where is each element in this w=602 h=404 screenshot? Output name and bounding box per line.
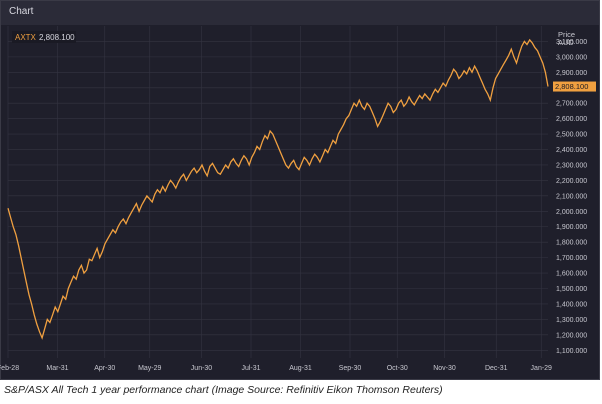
y-tick-label: 2,100.000: [556, 193, 587, 200]
x-tick-label: Oct-30: [387, 365, 408, 372]
current-price-label: 2,808.100: [555, 82, 588, 91]
legend-ticker: AXTX: [15, 33, 37, 42]
price-axis-label: Price: [558, 30, 575, 39]
y-tick-label: 1,800.000: [556, 240, 587, 247]
x-tick-label: Jul-31: [241, 365, 260, 372]
y-tick-label: 1,900.000: [556, 224, 587, 231]
y-tick-label: 2,900.000: [556, 70, 587, 77]
window-title-bar: Chart: [1, 1, 599, 25]
x-tick-label: Nov-30: [433, 365, 456, 372]
y-tick-label: 3,000.000: [556, 54, 587, 61]
y-tick-label: 2,300.000: [556, 162, 587, 169]
y-tick-label: 2,600.000: [556, 116, 587, 123]
y-tick-label: 1,300.000: [556, 317, 587, 324]
y-tick-label: 1,100.000: [556, 348, 587, 355]
x-tick-label: Sep-30: [339, 365, 362, 372]
x-tick-label: Jan-29: [531, 365, 553, 372]
legend-box: [12, 31, 76, 43]
y-tick-label: 2,200.000: [556, 178, 587, 185]
x-tick-label: Feb-28: [0, 365, 19, 372]
currency-axis-label: AUD: [558, 38, 574, 47]
grid: [7, 26, 548, 358]
x-tick-label: Jun-30: [191, 365, 213, 372]
x-tick-label: Apr-30: [94, 365, 115, 372]
y-tick-label: 1,700.000: [556, 255, 587, 262]
x-tick-label: Dec-31: [485, 365, 508, 372]
y-tick-label: 1,200.000: [556, 332, 587, 339]
y-tick-label: 2,700.000: [556, 101, 587, 108]
y-tick-label: 2,500.000: [556, 132, 587, 139]
y-tick-label: 1,400.000: [556, 301, 587, 308]
price-chart[interactable]: Feb-28 Mar-31 Apr-30 May-29 Jun-30 Jul-31 Aug-…: [0, 0, 600, 380]
x-tick-label: Aug-31: [289, 365, 312, 372]
chart-window: Chart: [0, 0, 600, 380]
series-line: [7, 38, 549, 340]
y-tick-label: 1,600.000: [556, 271, 587, 278]
current-price-badge: [553, 81, 596, 92]
y-tick-label: 2,400.000: [556, 147, 587, 154]
legend-value: 2,808.100: [39, 33, 75, 42]
x-tick-label: Mar-31: [46, 365, 68, 372]
y-tick-label: 2,000.000: [556, 209, 587, 216]
x-tick-label: May-29: [138, 365, 161, 372]
x-axis: Feb-28 Mar-31 Apr-30 May-29 Jun-30 Jul-31 Aug-…: [0, 365, 552, 372]
y-tick-label: 1,500.000: [556, 286, 587, 293]
figure-caption: S&P/ASX All Tech 1 year performance char…: [4, 384, 443, 396]
window-title: Chart: [9, 6, 34, 17]
y-tick-label: 3,100.000: [556, 39, 587, 46]
